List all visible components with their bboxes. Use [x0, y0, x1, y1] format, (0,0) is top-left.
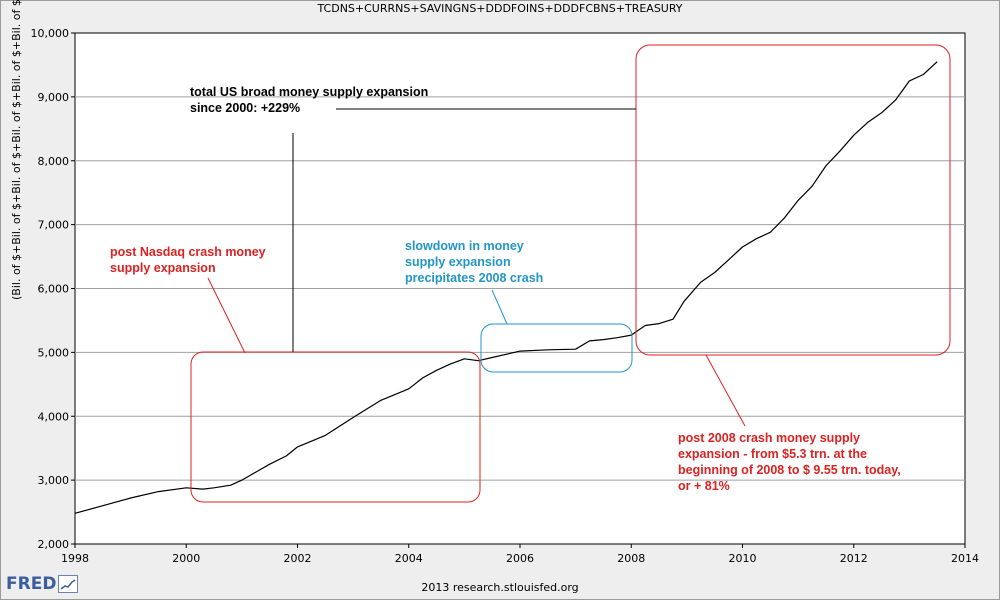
y-tick-label: 7,000: [38, 219, 70, 232]
annotation-post2008-line3: beginning of 2008 to $ 9.55 trn. today,: [678, 463, 901, 477]
source-text: 2013 research.stlouisfed.org: [421, 581, 579, 594]
y-tick-label: 2,000: [38, 538, 70, 551]
fred-logo[interactable]: FRED: [6, 573, 79, 595]
nasdaq-region-box: [190, 351, 481, 503]
post2008-region-box: [635, 44, 951, 356]
x-tick-label: 2010: [729, 552, 757, 565]
annotation-slowdown-line2: supply expansion: [405, 255, 511, 269]
annotation-slowdown: slowdown in money supply expansion preci…: [405, 238, 543, 286]
x-tick-label: 2012: [840, 552, 868, 565]
y-tick-label: 5,000: [38, 346, 70, 359]
y-tick-label: 6,000: [38, 283, 70, 296]
annotation-overlay: [190, 44, 951, 503]
y-tick-label: 4,000: [38, 410, 70, 423]
annotation-post2008: post 2008 crash money supply expansion -…: [678, 430, 901, 494]
x-tick-label: 2014: [951, 552, 979, 565]
nasdaq-pointer-line: [207, 277, 246, 354]
slowdown-pointer-line: [491, 289, 508, 325]
y-tick-label: 9,000: [38, 91, 70, 104]
fred-logo-text: FRED: [6, 574, 57, 594]
annotation-nasdaq-line2: supply expansion: [110, 261, 216, 275]
mini-chart-icon: [58, 575, 79, 593]
post2008-pointer-line: [705, 354, 746, 427]
annotation-total-line2: since 2000: +229%: [190, 101, 301, 115]
annotation-post2008-line1: post 2008 crash money supply: [678, 431, 861, 445]
chart-title: TCDNS+CURRNS+SAVINGNS+DDDFOINS+DDDFCBNS+…: [317, 2, 683, 15]
annotation-total-line1: total US broad money supply expansion: [190, 85, 429, 99]
annotation-post2008-line4: or + 81%: [678, 479, 730, 493]
x-tick-label: 2006: [506, 552, 534, 565]
x-tick-label: 2008: [617, 552, 645, 565]
annotation-nasdaq-line1: post Nasdaq crash money: [110, 245, 266, 259]
x-tick-label: 2000: [172, 552, 200, 565]
x-tick-label: 1998: [61, 552, 89, 565]
annotation-slowdown-line3: precipitates 2008 crash: [405, 271, 544, 285]
annotation-nasdaq: post Nasdaq crash money supply expansion: [110, 244, 266, 276]
annotation-slowdown-line1: slowdown in money: [405, 239, 524, 253]
annotation-post2008-line2: expansion - from $5.3 trn. at the: [678, 447, 867, 461]
series-line: [74, 61, 938, 514]
series-layer: [74, 61, 938, 514]
x-tick-label: 2002: [284, 552, 312, 565]
y-tick-label: 10,000: [31, 27, 70, 40]
y-tick-label: 8,000: [38, 155, 70, 168]
annotation-total: total US broad money supply expansion si…: [190, 84, 428, 116]
x-tick-label: 2004: [395, 552, 423, 565]
y-tick-label: 3,000: [38, 474, 70, 487]
axes: 2,000 3,000 4,000 5,000 6,000 7,000 8,000 9,000…: [31, 27, 980, 565]
slowdown-region-box: [480, 323, 633, 373]
